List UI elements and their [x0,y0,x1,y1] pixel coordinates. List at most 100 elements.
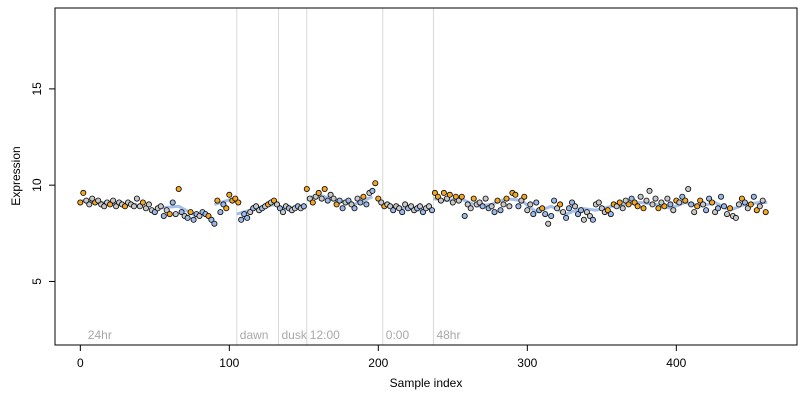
data-point [169,199,176,206]
data-point [166,211,173,218]
data-point [175,185,182,192]
x-tick-label: 200 [368,356,388,370]
data-point [759,197,766,204]
data-point [142,205,149,212]
data-point [631,199,638,206]
data-point [211,220,218,227]
data-point [235,199,242,206]
data-point [703,207,710,214]
data-point [396,205,403,212]
data-point [747,201,754,208]
data-point [491,209,498,216]
data-point [139,199,146,206]
data-point [464,201,471,208]
data-point [548,212,555,219]
data-point [184,214,191,221]
data-point [312,193,319,200]
data-point [706,195,713,202]
data-point [542,211,549,218]
data-point [649,201,656,208]
data-point [670,207,677,214]
y-axis: 5 10 15 [30,82,55,285]
data-point [551,197,558,204]
data-point [357,199,364,206]
data-point [86,201,93,208]
data-point [709,199,716,206]
data-point [324,197,331,204]
data-point [354,195,361,202]
data-point [721,203,728,210]
annotation-labels: 24hr dawn dusk 12:00 0:00 48hr [88,328,461,342]
y-tick-label: 10 [30,178,44,192]
data-point [321,185,328,192]
data-point [732,214,739,221]
data-point [345,197,352,204]
data-point [360,193,367,200]
data-point [503,195,510,202]
data-point [306,195,313,202]
data-point [762,209,769,216]
data-point [580,216,587,223]
annotation-label: dawn [240,328,269,342]
annotation-lines [236,8,434,345]
data-point [753,207,760,214]
annotation-label: 12:00 [310,328,340,342]
data-point [545,220,552,227]
data-point [640,205,647,212]
data-point [661,203,668,210]
data-point [440,189,447,196]
data-point [223,205,230,212]
y-tick-label: 5 [30,278,44,285]
data-point [750,193,757,200]
data-point [715,205,722,212]
data-point [95,197,102,204]
data-point [83,197,90,204]
data-point [172,211,179,218]
data-point [575,211,582,218]
data-point [488,203,495,210]
data-point [110,197,117,204]
data-point [694,203,701,210]
data-point [724,211,731,218]
data-point [667,201,674,208]
data-point [348,201,355,208]
data-point [506,203,513,210]
data-point [157,203,164,210]
data-point [718,193,725,200]
data-point [130,203,137,210]
data-point [530,211,537,218]
data-point [425,203,432,210]
data-point [688,201,695,208]
data-point [190,216,197,223]
data-point [467,205,474,212]
data-point [247,209,254,216]
data-point [387,203,394,210]
data-point [524,207,531,214]
data-point [107,201,114,208]
data-point [727,205,734,212]
data-point [652,195,659,202]
data-point [416,203,423,210]
data-point [431,189,438,196]
data-point [482,195,489,202]
data-point [691,209,698,216]
data-point [402,201,409,208]
data-point [595,199,602,206]
data-point [479,203,486,210]
data-point [369,187,376,194]
data-point [178,209,185,216]
data-point [419,209,426,216]
data-points [77,180,769,227]
data-point [309,199,316,206]
data-point [607,211,614,218]
data-point [77,199,84,206]
data-point [318,195,325,202]
data-point [637,193,644,200]
data-point [682,197,689,204]
data-point [634,203,641,210]
data-point [217,209,224,216]
data-point [518,197,525,204]
data-point [145,201,152,208]
data-point [89,195,96,202]
data-point [232,195,239,202]
